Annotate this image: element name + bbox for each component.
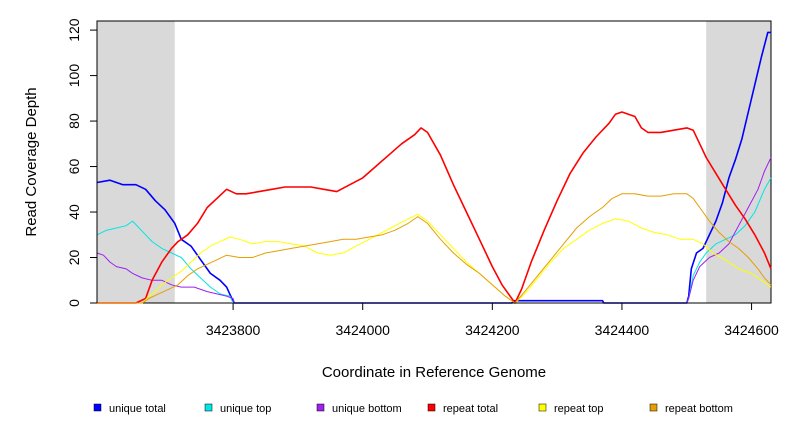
legend-label: unique top <box>220 403 271 415</box>
legend: unique total unique top unique bottom repea… <box>93 403 733 415</box>
legend-label: repeat top <box>554 403 604 415</box>
series-repeat-top <box>97 213 772 304</box>
legend-swatch <box>204 403 213 412</box>
legend-label: unique bottom <box>332 403 402 415</box>
x-axis-title: Coordinate in Reference Genome <box>322 364 546 381</box>
legend-item-repeat-bottom: repeat bottom <box>649 403 733 415</box>
series-unique-top <box>96 177 772 304</box>
x-tick-label: 3424000 <box>335 322 390 338</box>
series-repeat-total <box>97 111 772 304</box>
x-tick-label: 3424600 <box>724 322 779 338</box>
x-tick-label: 3424200 <box>465 322 520 338</box>
x-tick-label: 3424400 <box>595 322 650 338</box>
legend-swatch <box>316 403 325 412</box>
series-lines <box>96 31 772 304</box>
legend-item-unique-top: unique top <box>204 403 271 415</box>
y-tick-label: 40 <box>66 204 82 220</box>
series-unique-total <box>96 31 771 304</box>
legend-label: repeat total <box>443 403 498 415</box>
legend-label: repeat bottom <box>665 403 733 415</box>
y-axis-title: Read Coverage Depth <box>23 87 40 236</box>
plot-frame <box>96 20 772 304</box>
y-tick-label: 100 <box>66 64 82 88</box>
legend-swatch <box>649 403 658 412</box>
shaded-region-2 <box>706 21 771 303</box>
legend-item-repeat-top: repeat top <box>538 403 604 415</box>
x-axis: 3423800 3424000 3424200 3424400 3424600 <box>206 302 779 338</box>
legend-item-repeat-total: repeat total <box>427 403 498 415</box>
legend-item-unique-total: unique total <box>93 403 166 415</box>
y-tick-label: 0 <box>66 299 82 307</box>
series-repeat-bottom <box>97 193 772 304</box>
y-tick-label: 20 <box>66 250 82 266</box>
series-unique-bottom <box>96 157 772 304</box>
shaded-regions <box>97 21 771 303</box>
y-tick-label: 80 <box>66 113 82 129</box>
legend-swatch <box>427 403 436 412</box>
legend-item-unique-bottom: unique bottom <box>316 403 402 415</box>
legend-swatch <box>538 403 547 412</box>
x-tick-label: 3423800 <box>206 322 261 338</box>
y-tick-label: 60 <box>66 159 82 175</box>
legend-swatch <box>93 403 102 412</box>
y-axis: 0 20 40 60 80 100 120 <box>66 18 98 307</box>
y-tick-label: 120 <box>66 18 82 42</box>
legend-label: unique total <box>109 403 166 415</box>
shaded-region-1 <box>97 21 175 303</box>
